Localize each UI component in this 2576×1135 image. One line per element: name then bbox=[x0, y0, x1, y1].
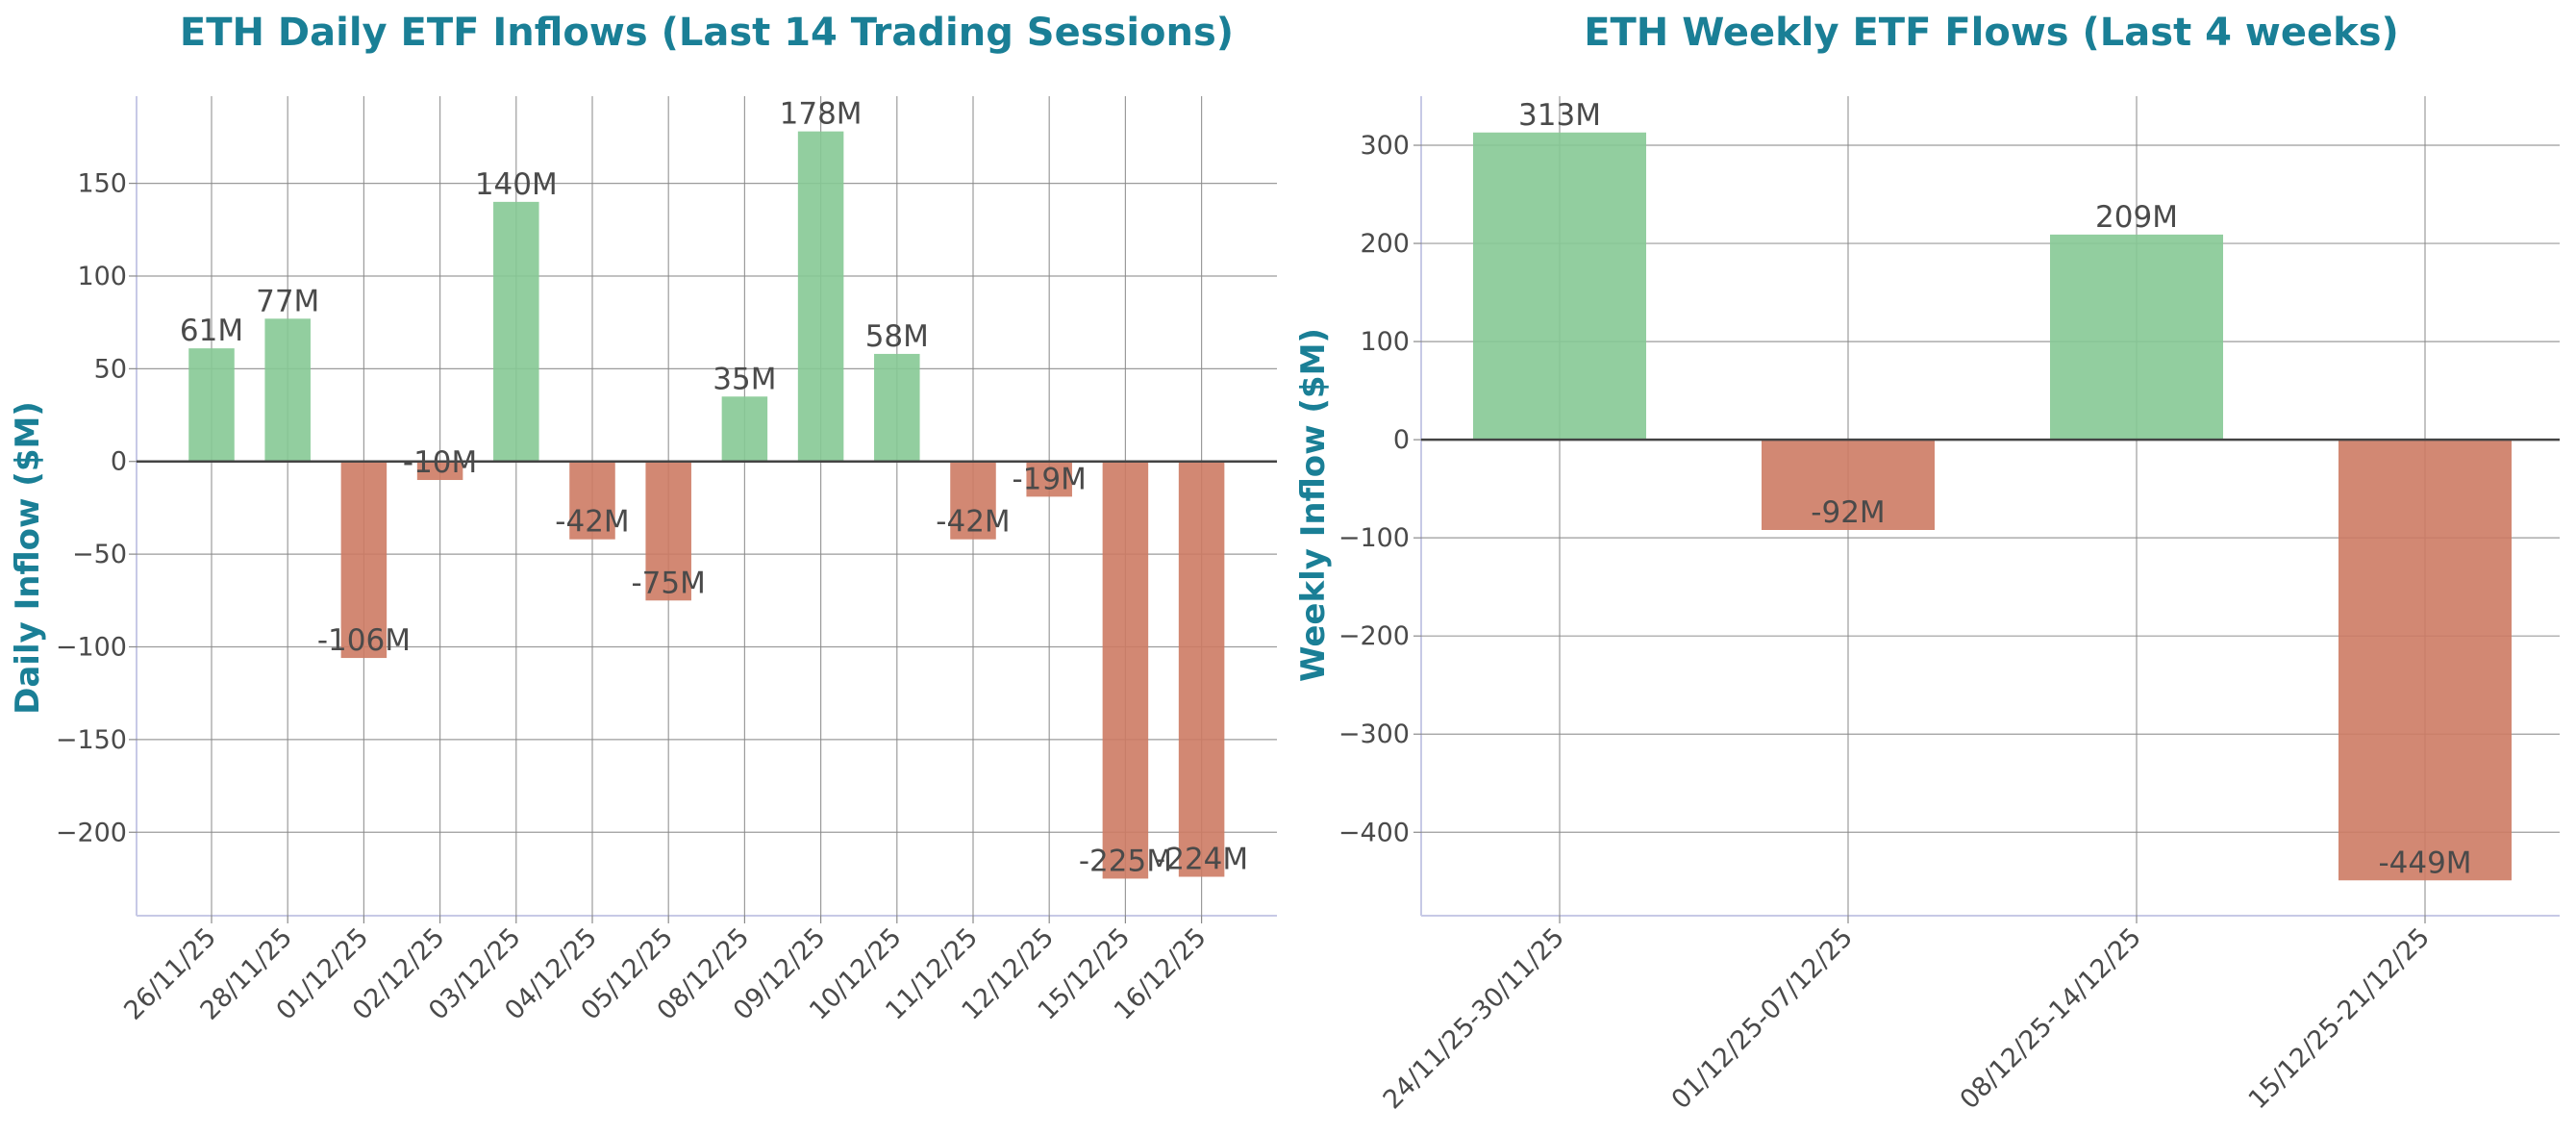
daily-bar-value-label: 58M bbox=[865, 319, 929, 354]
daily-bar bbox=[493, 201, 539, 462]
daily-bar bbox=[569, 461, 615, 540]
weekly-y-tick-label: −400 bbox=[1338, 818, 1410, 847]
daily-y-tick-label: 100 bbox=[77, 262, 127, 291]
daily-bar bbox=[264, 318, 311, 462]
weekly-bar bbox=[2050, 234, 2223, 441]
weekly-flows-chart: ETH Weekly ETF Flows (Last 4 weeks) Week… bbox=[1294, 11, 2560, 1115]
daily-bar bbox=[416, 461, 463, 481]
daily-bar bbox=[950, 461, 996, 540]
weekly-y-tick-label: 0 bbox=[1393, 425, 1410, 455]
daily-bar-value-label: 35M bbox=[713, 362, 776, 396]
daily-bar bbox=[1178, 461, 1225, 877]
daily-bar-value-label: -224M bbox=[1155, 843, 1248, 877]
daily-bar-value-label: 178M bbox=[780, 97, 863, 132]
daily-y-tick-label: −50 bbox=[72, 540, 127, 569]
daily-y-axis-label: Daily Inflow ($M) bbox=[9, 401, 47, 715]
daily-y-tick-label: −200 bbox=[56, 818, 127, 847]
daily-bar bbox=[1102, 461, 1149, 879]
weekly-y-tick-label: −300 bbox=[1338, 719, 1410, 749]
weekly-bar-value-label: 313M bbox=[1518, 98, 1601, 133]
daily-bar-value-label: -106M bbox=[317, 623, 411, 658]
daily-bar-value-label: 61M bbox=[180, 314, 243, 348]
weekly-x-tick-label: 15/12/25-21/12/25 bbox=[2243, 922, 2436, 1115]
daily-bar-value-label: -75M bbox=[632, 566, 706, 600]
daily-bar-value-label: 140M bbox=[475, 167, 558, 202]
daily-bar-value-label: -19M bbox=[1013, 462, 1087, 496]
weekly-y-tick-label: −100 bbox=[1338, 523, 1410, 553]
daily-bar bbox=[797, 131, 844, 462]
daily-bar bbox=[340, 461, 388, 659]
weekly-bar-value-label: -92M bbox=[1811, 495, 1885, 530]
daily-chart-title: ETH Daily ETF Inflows (Last 14 Trading S… bbox=[180, 11, 1234, 55]
weekly-y-axis-label: Weekly Inflow ($M) bbox=[1294, 328, 1333, 682]
daily-bar-value-label: -10M bbox=[403, 445, 477, 480]
weekly-x-tick-label: 08/12/25-14/12/25 bbox=[1955, 922, 2147, 1115]
weekly-y-tick-label: 100 bbox=[1360, 327, 1410, 357]
daily-bar-value-label: 77M bbox=[256, 284, 319, 318]
weekly-y-tick-label: 200 bbox=[1360, 229, 1410, 259]
daily-bar bbox=[1026, 461, 1072, 497]
daily-y-tick-label: 50 bbox=[94, 354, 127, 384]
daily-y-tick-label: −100 bbox=[56, 632, 127, 662]
daily-bar-value-label: -42M bbox=[555, 505, 629, 540]
daily-bar bbox=[721, 396, 768, 462]
weekly-y-tick-label: 300 bbox=[1360, 131, 1410, 161]
weekly-x-tick-label: 24/11/25-30/11/25 bbox=[1378, 922, 1570, 1115]
daily-bar-value-label: -225M bbox=[1079, 844, 1172, 878]
weekly-bar bbox=[2338, 440, 2512, 881]
daily-bar bbox=[874, 353, 920, 462]
weekly-y-tick-label: −200 bbox=[1338, 621, 1410, 651]
weekly-x-tick-label: 01/12/25-07/12/25 bbox=[1666, 922, 1859, 1115]
weekly-bar-value-label: 209M bbox=[2095, 200, 2178, 235]
weekly-bar bbox=[1473, 132, 1646, 441]
daily-bar-value-label: -42M bbox=[936, 505, 1010, 540]
daily-bar bbox=[645, 461, 691, 601]
daily-y-tick-label: −150 bbox=[56, 725, 127, 755]
weekly-bar-value-label: -449M bbox=[2378, 845, 2471, 880]
daily-inflows-chart: ETH Daily ETF Inflows (Last 14 Trading S… bbox=[9, 11, 1277, 1026]
weekly-chart-title: ETH Weekly ETF Flows (Last 4 weeks) bbox=[1584, 11, 2399, 55]
weekly-bar bbox=[1762, 440, 1935, 530]
daily-bar bbox=[188, 348, 235, 462]
daily-y-tick-label: 0 bbox=[111, 447, 127, 477]
daily-y-tick-label: 150 bbox=[77, 169, 127, 199]
